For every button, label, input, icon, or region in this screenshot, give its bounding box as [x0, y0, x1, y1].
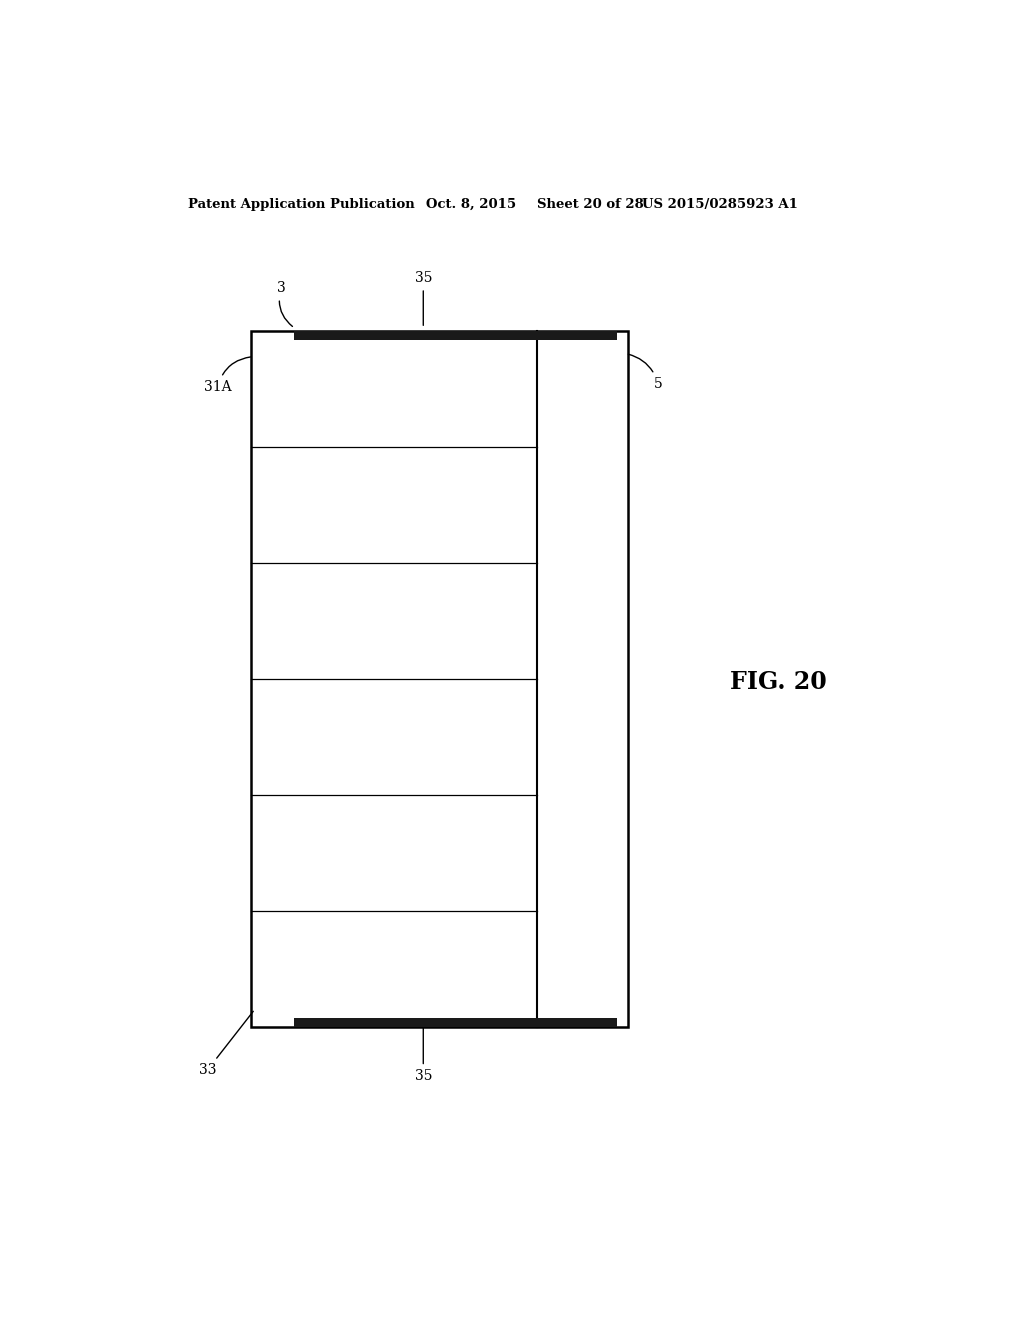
- Text: 35: 35: [415, 272, 432, 325]
- Text: FIG. 20: FIG. 20: [730, 669, 827, 694]
- Text: Sheet 20 of 28: Sheet 20 of 28: [537, 198, 643, 211]
- Bar: [294, 1018, 616, 1027]
- Text: Oct. 8, 2015: Oct. 8, 2015: [426, 198, 516, 211]
- Text: 35: 35: [415, 1027, 432, 1084]
- Text: 3: 3: [276, 281, 293, 326]
- Text: 31A: 31A: [204, 356, 251, 395]
- Text: Patent Application Publication: Patent Application Publication: [187, 198, 415, 211]
- Text: 33: 33: [199, 1011, 253, 1077]
- Bar: [251, 331, 628, 1027]
- Text: US 2015/0285923 A1: US 2015/0285923 A1: [642, 198, 798, 211]
- Text: 5: 5: [629, 354, 663, 391]
- Bar: [294, 331, 616, 341]
